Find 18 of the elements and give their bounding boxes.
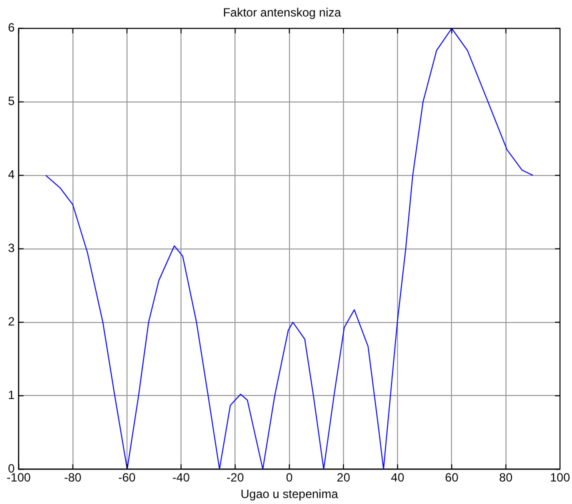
- y-tick-label: 3: [8, 241, 15, 256]
- x-tick-label: 60: [445, 470, 459, 485]
- y-tick-label: 5: [8, 94, 15, 108]
- x-tick-label: 40: [390, 470, 405, 485]
- chart-title: Faktor antenskog niza: [222, 6, 342, 20]
- x-tick-label: -80: [64, 470, 82, 485]
- x-tick-label: 100: [550, 470, 570, 485]
- x-tick-label: 0: [286, 470, 293, 485]
- y-tick-label: 4: [8, 168, 15, 182]
- y-tick-label: 6: [8, 20, 15, 35]
- x-tick-label: -20: [226, 470, 244, 485]
- x-tick-label: -60: [118, 470, 136, 485]
- x-tick-label: -40: [172, 470, 190, 485]
- x-axis-title: Ugao u stepenima: [240, 487, 338, 502]
- y-tick-label: 1: [8, 388, 15, 402]
- x-tick-label: 20: [336, 470, 350, 485]
- y-tick-label: 2: [8, 314, 15, 329]
- x-tick-label: 80: [499, 470, 513, 485]
